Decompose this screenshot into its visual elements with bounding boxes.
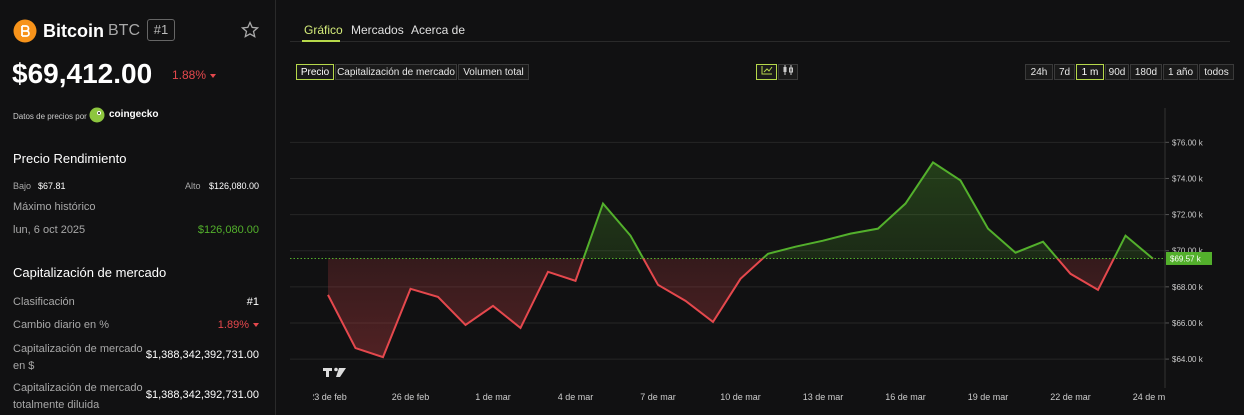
x-tick-label: 23 de feb (309, 392, 347, 402)
y-tick-label: $66.00 k (1172, 319, 1204, 328)
metric-button[interactable]: Volumen total (458, 64, 529, 80)
x-tick-label: 26 de feb (392, 392, 430, 402)
high-value: $126,080.00 (208, 181, 259, 191)
row-value: #1 (246, 296, 259, 308)
reference-label: $69.57 k (1170, 254, 1202, 263)
x-tick-label: 1 de mar (475, 392, 511, 402)
row-label: Capitalización de mercado totalmente dil… (13, 382, 143, 411)
x-tick-label: 16 de mar (885, 392, 926, 402)
coin-name: Bitcoin (43, 21, 104, 41)
tab-underline (302, 40, 340, 42)
price-line-down (327, 258, 1154, 359)
range-button[interactable]: 90d (1105, 64, 1129, 80)
row-value: 1.89% (218, 319, 259, 331)
row-value: $1,388,342,392,731.00 (145, 349, 259, 361)
y-tick-label: $76.00 k (1172, 138, 1204, 147)
candle-icon (783, 65, 793, 75)
coin-symbol: BTC (108, 22, 140, 39)
x-tick-label: 10 de mar (720, 392, 761, 402)
line-chart-button[interactable] (756, 64, 777, 80)
y-tick-label: $72.00 k (1172, 211, 1204, 220)
source-prefix: Datos de precios por (13, 112, 87, 121)
tab[interactable]: Mercados (351, 23, 404, 37)
row-label: Capitalización de mercado en $ (13, 343, 143, 372)
price-line-up (582, 161, 1154, 259)
low-value: $67.81 (38, 181, 66, 191)
ath-value: $126,080.00 (197, 224, 259, 236)
y-tick-label: $68.00 k (1172, 283, 1204, 292)
range-button[interactable]: 24h (1025, 64, 1053, 80)
area-above (328, 162, 1153, 259)
x-tick-label: 22 de mar (1050, 392, 1091, 402)
metric-button[interactable]: Capitalización de mercado (335, 64, 457, 80)
section-title: Capitalización de mercado (13, 265, 167, 280)
favorite-star[interactable] (241, 21, 259, 39)
x-tick-label: 7 de mar (640, 392, 676, 402)
range-button[interactable]: 1 año (1163, 64, 1198, 80)
line-icon (761, 66, 772, 75)
x-axis-labels: 23 de feb 26 de feb 1 de mar 4 de mar 7 de m… (309, 392, 1174, 402)
ath-label: Máximo histórico (13, 201, 96, 213)
candle-chart-button[interactable] (778, 64, 798, 80)
reference-badge (1166, 251, 1212, 265)
source-name: coingecko (109, 109, 159, 120)
row-value: $1,388,342,392,731.00 (145, 389, 259, 401)
range-button[interactable]: 180d (1130, 64, 1162, 80)
row-value-text: 1.89% (217, 319, 249, 331)
range-button[interactable]: 1 m (1076, 64, 1104, 80)
range-button[interactable]: todos (1199, 64, 1234, 80)
down-arrow (210, 73, 217, 78)
rank-badge: #1 (147, 19, 175, 41)
bitcoin-icon (13, 19, 37, 43)
y-tick-label: $74.00 k (1172, 174, 1204, 183)
x-tick-label: 13 de mar (803, 392, 844, 402)
down-arrow (253, 323, 259, 328)
x-tick-label: 19 de mar (968, 392, 1009, 402)
ath-date: lun, 6 oct 2025 (13, 224, 86, 236)
tab[interactable]: Acerca de (411, 23, 466, 37)
low-label: Bajo (13, 181, 32, 191)
row-label: Clasificación (13, 296, 75, 308)
divider (275, 0, 276, 415)
price: $69,412.00 (12, 58, 153, 89)
row-label: Cambio diario en % (13, 319, 109, 331)
y-tick-label: $64.00 k (1172, 355, 1204, 364)
range-button[interactable]: 7d (1054, 64, 1075, 80)
section-title: Precio Rendimiento (13, 151, 127, 166)
tab[interactable]: Gráfico (304, 23, 343, 37)
price-change-value: 1.88% (172, 68, 207, 82)
high-label: Alto (185, 181, 201, 191)
tradingview-logo (323, 367, 346, 377)
x-tick-label: 4 de mar (558, 392, 594, 402)
y-tick-label: $70.00 k (1172, 247, 1204, 256)
price-change: 1.88% (172, 68, 217, 82)
x-tick-label: 24 de mar (1133, 392, 1174, 402)
metric-button[interactable]: Precio (296, 64, 334, 80)
area-below (328, 258, 1153, 358)
tab-border (290, 41, 1230, 42)
coingecko-icon (89, 107, 105, 123)
